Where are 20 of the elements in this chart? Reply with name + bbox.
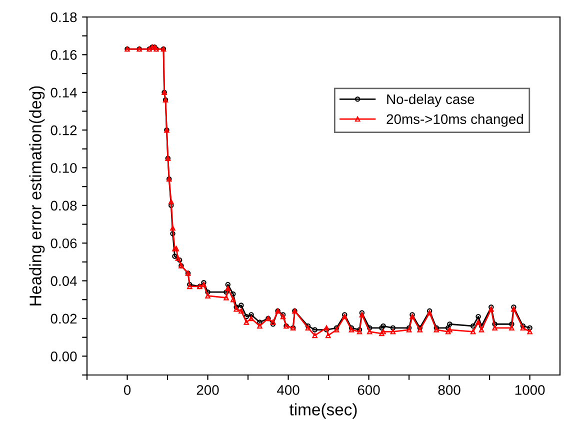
y-tick-label: 0.16 — [50, 50, 77, 60]
y-axis-title: Heading error estimation(deg) — [29, 86, 45, 306]
y-tick-label: 0.10 — [50, 163, 77, 173]
legend-label: 20ms->10ms changed — [386, 114, 523, 127]
y-tick-label: 0.00 — [50, 351, 77, 362]
y-tick-label: 0.12 — [50, 125, 77, 136]
y-tick-label: 0.02 — [50, 314, 77, 324]
y-tick-label: 0.04 — [50, 276, 77, 286]
y-tick-label: 0.18 — [50, 12, 77, 22]
y-tick-label: 0.14 — [50, 88, 77, 98]
x-tick-label: 1000 — [515, 385, 545, 395]
x-tick-label: 400 — [277, 385, 300, 395]
x-tick-label: 200 — [196, 385, 219, 395]
y-tick-label: 0.08 — [50, 200, 77, 211]
legend-label: No-delay case — [387, 94, 474, 107]
y-tick-label: 0.06 — [50, 238, 77, 248]
x-tick-label: 800 — [438, 385, 460, 395]
x-axis-title: time(sec) — [289, 403, 357, 419]
x-tick-label: 600 — [358, 385, 380, 395]
x-tick-label: 0 — [124, 385, 131, 395]
